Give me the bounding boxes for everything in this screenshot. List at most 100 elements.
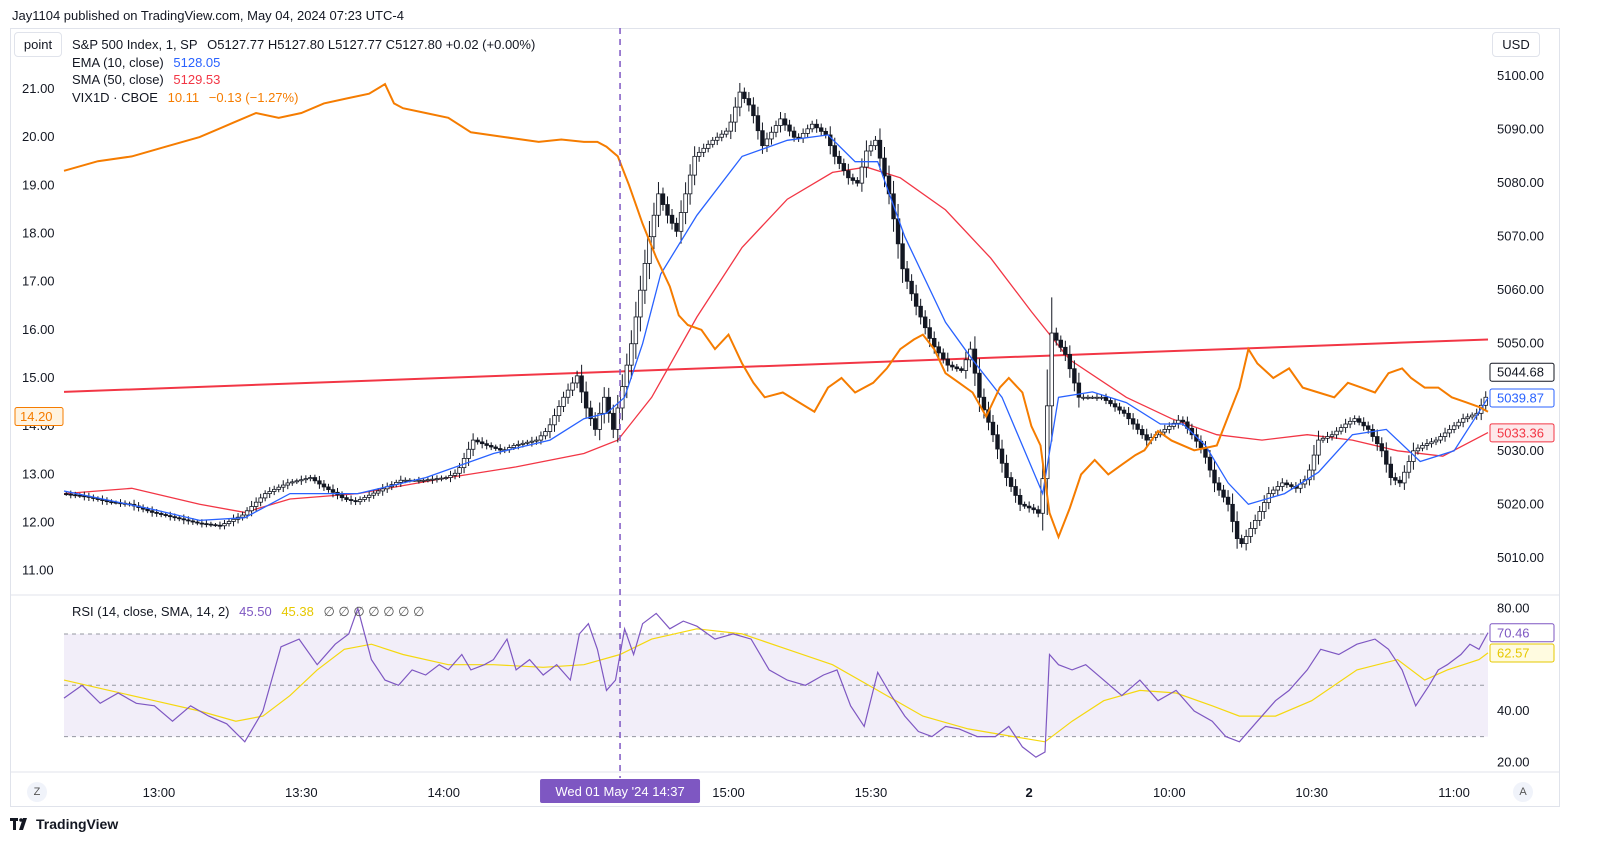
candle	[1384, 442, 1389, 473]
candle	[579, 364, 584, 404]
candle	[470, 433, 476, 457]
trend-line[interactable]	[63, 338, 1489, 393]
candle	[231, 514, 236, 527]
candle	[1320, 435, 1326, 443]
candle	[1225, 490, 1231, 512]
candle	[1316, 430, 1321, 465]
candle	[1424, 439, 1430, 451]
candle-body	[696, 151, 702, 157]
candle	[859, 158, 865, 192]
candle	[552, 408, 557, 432]
candle	[208, 521, 214, 528]
candle	[267, 487, 272, 498]
candle-body	[1402, 471, 1407, 484]
candle	[787, 119, 792, 137]
candle-body	[642, 263, 648, 291]
candle-body	[244, 510, 250, 516]
candle-body	[1072, 368, 1077, 384]
candle-body	[733, 106, 738, 123]
candle	[1126, 407, 1131, 425]
candle	[705, 140, 711, 153]
currency-button[interactable]: USD	[1492, 32, 1540, 57]
candle-body	[855, 180, 860, 184]
candle-body	[841, 163, 847, 172]
legend-vix[interactable]: VIX1D · CBOE 10.11 −0.13 (−1.27%)	[72, 89, 541, 107]
legend-main-ohlc: O5127.77 H5127.80 L5127.77 C5127.80 +0.0…	[207, 37, 536, 52]
candle-body	[959, 368, 964, 371]
candle-body	[977, 372, 982, 398]
candle-body	[552, 415, 557, 426]
candle	[1117, 402, 1122, 415]
candle	[1298, 479, 1303, 494]
candle	[1176, 414, 1181, 429]
auto-scale-button[interactable]: A	[1513, 782, 1533, 802]
price-axis-tick: 5020.00	[1497, 496, 1544, 511]
rsi-ma-line	[63, 628, 1489, 743]
candle-body	[1230, 503, 1235, 522]
candle	[1275, 481, 1280, 496]
ema-price-tag: 5039.87	[1489, 388, 1555, 408]
candle	[303, 475, 309, 484]
legend-vix-value: 10.11	[167, 89, 200, 105]
candle-body	[724, 130, 729, 135]
candle	[543, 427, 548, 440]
vix-line	[63, 82, 1489, 540]
candle-body	[226, 521, 232, 525]
candle-body	[1415, 447, 1421, 452]
candle-body	[1429, 441, 1434, 445]
candle-body	[1438, 436, 1443, 441]
candle	[751, 97, 756, 124]
zoom-button[interactable]: Z	[27, 782, 47, 802]
candle-body	[1356, 418, 1362, 423]
candle-body	[1121, 409, 1127, 414]
candle	[737, 82, 743, 117]
candle-body	[1022, 503, 1027, 507]
candle-body	[683, 193, 688, 213]
candle	[1257, 506, 1262, 526]
candle	[1352, 415, 1357, 425]
vix-series	[63, 82, 1489, 540]
time-axis-tick: 13:00	[143, 785, 176, 800]
candle	[959, 366, 964, 373]
legend-ema-label: EMA (10, close)	[72, 54, 164, 70]
legend-ema[interactable]: EMA (10, close) 5128.05	[72, 54, 541, 72]
candle-body	[484, 443, 489, 446]
price-axis-tick: 5100.00	[1497, 68, 1544, 83]
candle	[493, 444, 498, 451]
candle-body	[701, 147, 706, 153]
candle	[100, 495, 105, 505]
rsi-legend[interactable]: RSI (14, close, SMA, 14, 2) 45.50 45.38 …	[72, 604, 430, 620]
candle-body	[660, 193, 666, 205]
legend-ema-value: 5128.05	[173, 54, 221, 70]
candle-body	[1176, 419, 1181, 424]
candle-body	[511, 445, 517, 448]
candle-body	[339, 494, 345, 499]
candle	[1221, 484, 1226, 503]
candle-body	[932, 337, 937, 348]
candle	[913, 284, 919, 316]
candle-body	[760, 130, 765, 147]
time-axis-tick: 14:00	[427, 785, 460, 800]
candle	[1004, 454, 1009, 487]
legend-sma[interactable]: SMA (50, close) 5129.53	[72, 71, 541, 89]
candle	[746, 92, 752, 112]
rsi-value-tag-text: 70.46	[1497, 625, 1530, 640]
candle-body	[1162, 428, 1167, 433]
legend-sma-value: 5129.53	[173, 72, 221, 87]
candle	[308, 474, 313, 482]
candle	[1094, 393, 1100, 401]
candle	[850, 173, 856, 185]
price-axis-tick: 5080.00	[1497, 175, 1544, 190]
point-mode-button[interactable]: point	[14, 32, 62, 57]
candle-body	[620, 386, 625, 409]
candle-body	[850, 177, 856, 181]
candle-body	[177, 517, 182, 520]
candle-body	[1035, 509, 1041, 514]
candle-body	[909, 280, 914, 295]
candle-body	[466, 448, 471, 459]
candle	[837, 150, 842, 170]
time-axis-tick: 10:30	[1295, 785, 1328, 800]
candle-body	[498, 448, 503, 451]
candle	[1469, 412, 1475, 420]
